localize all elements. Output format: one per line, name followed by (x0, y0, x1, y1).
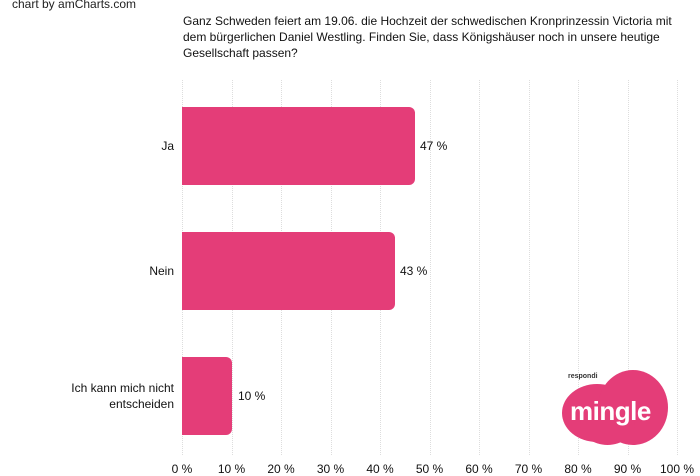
bar-unentschieden[interactable] (182, 357, 232, 435)
gridline (578, 80, 579, 455)
x-tick: 10 % (217, 462, 246, 476)
x-tick: 90 % (613, 462, 642, 476)
x-tick: 80 % (564, 462, 592, 476)
bar-value-unentschieden: 10 % (238, 389, 266, 403)
logo-mingle-text: mingle (570, 396, 651, 426)
x-tick: 60 % (465, 462, 493, 476)
bar-value-nein: 43 % (400, 264, 428, 278)
x-tick: 20 % (267, 462, 295, 476)
category-label-ja: Ja (161, 139, 174, 153)
x-tick: 40 % (366, 462, 394, 476)
x-tick: 100 % (659, 462, 695, 476)
chart-title: Ganz Schweden feiert am 19.06. die Hochz… (183, 14, 672, 60)
bar-ja[interactable] (182, 107, 415, 185)
x-tick: 30 % (316, 462, 345, 476)
x-tick: 70 % (514, 462, 543, 476)
gridline (677, 80, 678, 455)
mingle-logo: respondi mingle (560, 370, 670, 445)
gridline (429, 80, 431, 455)
bar-value-ja: 47 % (420, 139, 448, 153)
gridline (479, 80, 480, 455)
category-label-unentschieden: Ich kann mich nicht entscheiden (71, 381, 174, 411)
chart-credit[interactable]: chart by amCharts.com (12, 0, 137, 11)
plot-area: 47 % 43 % 10 % (182, 80, 678, 455)
logo-blob (580, 400, 635, 445)
category-label-nein: Nein (149, 264, 174, 278)
x-tick: 50 % (415, 462, 444, 476)
x-tick: 0 % (171, 462, 193, 476)
logo-respondi-text: respondi (568, 373, 598, 380)
gridline (528, 80, 530, 455)
bar-nein[interactable] (182, 232, 395, 310)
gridline (627, 80, 629, 455)
